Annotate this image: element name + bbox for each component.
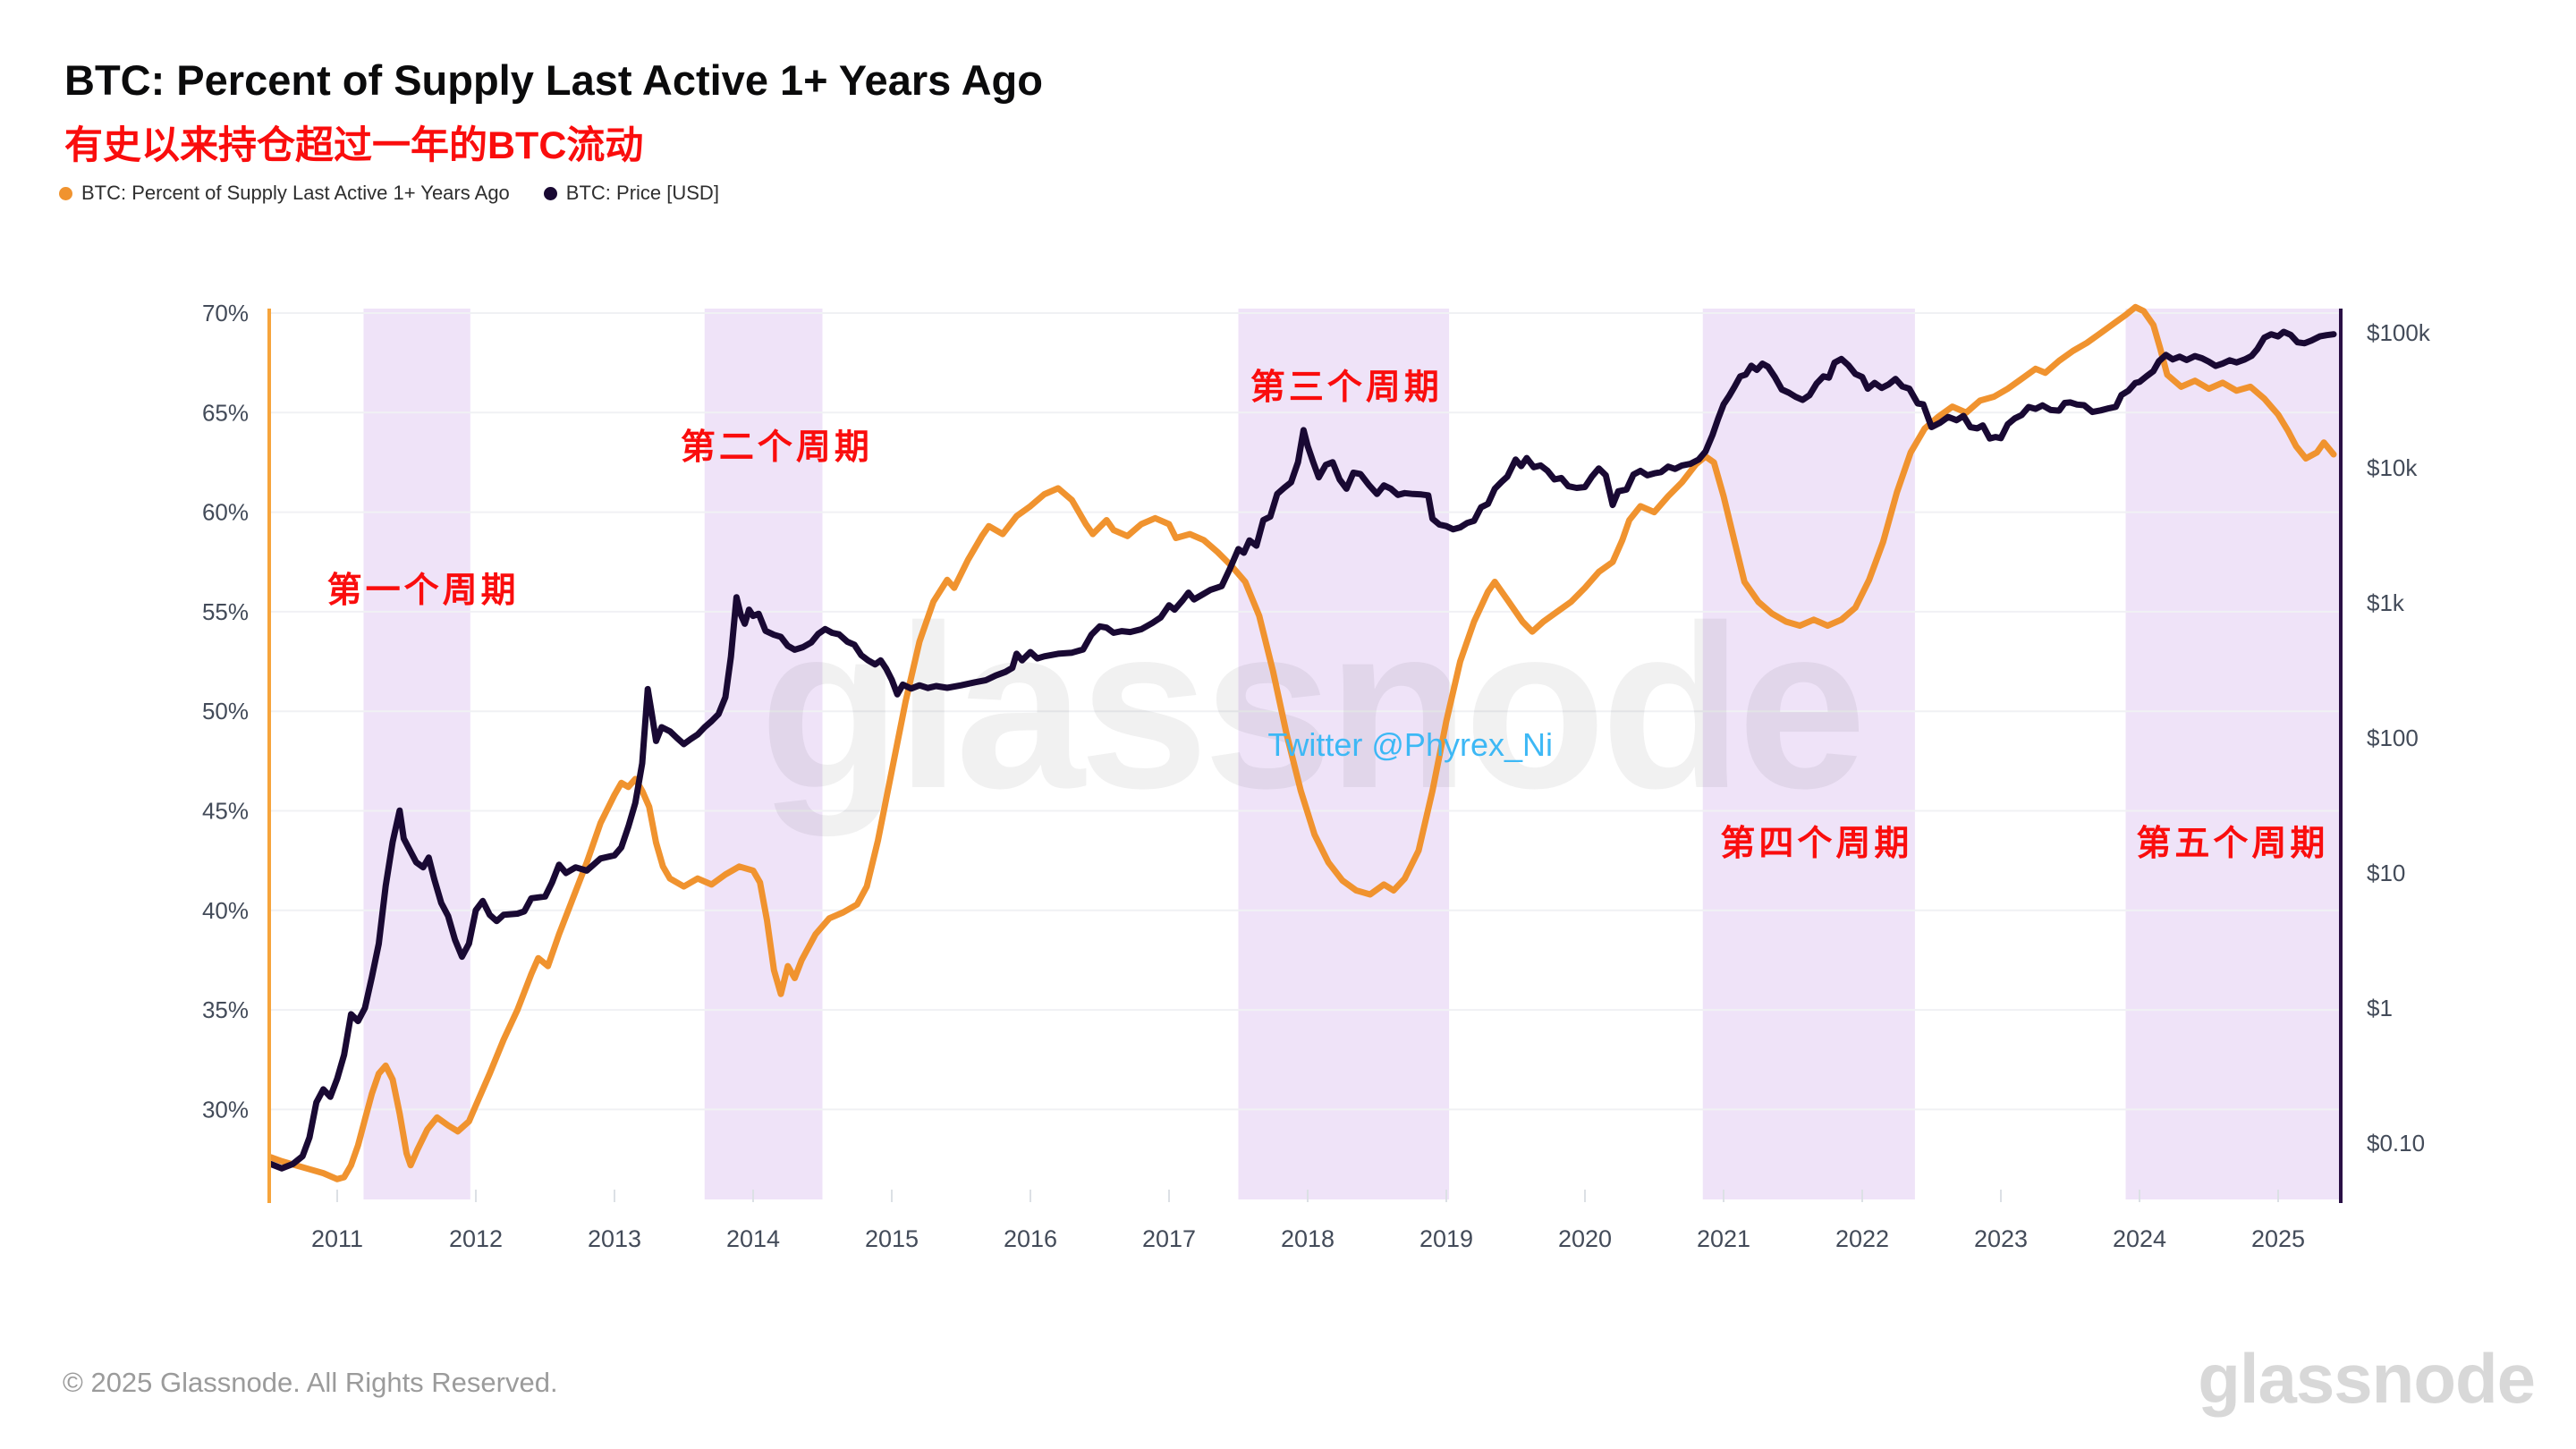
y-left-axis-label: 40%	[202, 897, 249, 924]
orange-series-dot-icon	[59, 186, 72, 200]
y-right-axis-label: $0.10	[2367, 1130, 2425, 1157]
legend-label-price: BTC: Price [USD]	[565, 182, 719, 204]
legend-item-price: BTC: Price [USD]	[543, 182, 719, 205]
x-axis-label: 2022	[1835, 1225, 1889, 1252]
x-axis-label: 2014	[726, 1225, 780, 1252]
legend-item-supply: BTC: Percent of Supply Last Active 1+ Ye…	[59, 182, 510, 205]
y-left-axis-label: 70%	[202, 300, 249, 326]
cycle-annotation: 第五个周期	[2136, 824, 2329, 863]
cycle-annotation: 第四个周期	[1720, 824, 1913, 863]
black-series-dot-icon	[543, 186, 557, 200]
y-right-axis-label: $10k	[2367, 454, 2418, 481]
chart-legend: BTC: Percent of Supply Last Active 1+ Ye…	[59, 182, 719, 205]
y-right-axis-label: $1k	[2367, 589, 2405, 616]
twitter-watermark: Twitter @Phyrex_Ni	[1267, 726, 1553, 764]
x-axis-label: 2013	[588, 1225, 641, 1252]
cycle-annotation: 第三个周期	[1250, 369, 1443, 408]
cycle-annotation: 第二个周期	[680, 428, 873, 467]
page-title: BTC: Percent of Supply Last Active 1+ Ye…	[64, 56, 1043, 104]
y-left-axis-label: 50%	[202, 698, 249, 724]
y-left-axis-label: 55%	[202, 598, 249, 625]
x-axis-label: 2018	[1281, 1225, 1335, 1252]
x-axis-label: 2024	[2113, 1225, 2166, 1252]
cycle-annotation: 第一个周期	[326, 572, 520, 611]
cycle-band	[1702, 309, 1915, 1199]
y-right-axis-label: $1	[2367, 995, 2393, 1021]
cycle-band	[1238, 309, 1450, 1199]
x-axis-label: 2015	[865, 1225, 919, 1252]
y-left-axis-label: 65%	[202, 399, 249, 426]
page-subtitle-chinese: 有史以来持仓超过一年的BTC流动	[64, 124, 644, 167]
x-axis-label: 2017	[1142, 1225, 1196, 1252]
cycle-band	[704, 309, 823, 1199]
x-axis-label: 2020	[1558, 1225, 1612, 1252]
y-left-axis-label: 60%	[202, 499, 249, 526]
y-left-axis-label: 30%	[202, 1096, 249, 1123]
glassnode-center-watermark: glassnode	[759, 578, 1861, 838]
x-axis-label: 2016	[1004, 1225, 1057, 1252]
glassnode-logo: glassnode	[2198, 1339, 2536, 1418]
cycle-band	[363, 309, 470, 1199]
legend-label-supply: BTC: Percent of Supply Last Active 1+ Ye…	[81, 182, 510, 204]
supply-percent-line	[267, 303, 2337, 1182]
x-axis-label: 2021	[1697, 1225, 1750, 1252]
y-left-axis-label: 45%	[202, 798, 249, 825]
y-right-axis-label: $100	[2367, 724, 2419, 751]
y-right-axis-label: $10	[2367, 860, 2405, 886]
x-axis-label: 2025	[2251, 1225, 2305, 1252]
price-line	[267, 328, 2337, 1172]
x-axis-label: 2019	[1419, 1225, 1473, 1252]
copyright-text: © 2025 Glassnode. All Rights Reserved.	[63, 1367, 558, 1398]
x-axis-label: 2012	[449, 1225, 503, 1252]
x-axis-label: 2011	[311, 1225, 363, 1252]
x-axis-label: 2023	[1974, 1225, 2028, 1252]
cycle-band	[2125, 309, 2341, 1199]
y-left-axis-label: 35%	[202, 996, 249, 1023]
y-right-axis-label: $100k	[2367, 319, 2431, 346]
